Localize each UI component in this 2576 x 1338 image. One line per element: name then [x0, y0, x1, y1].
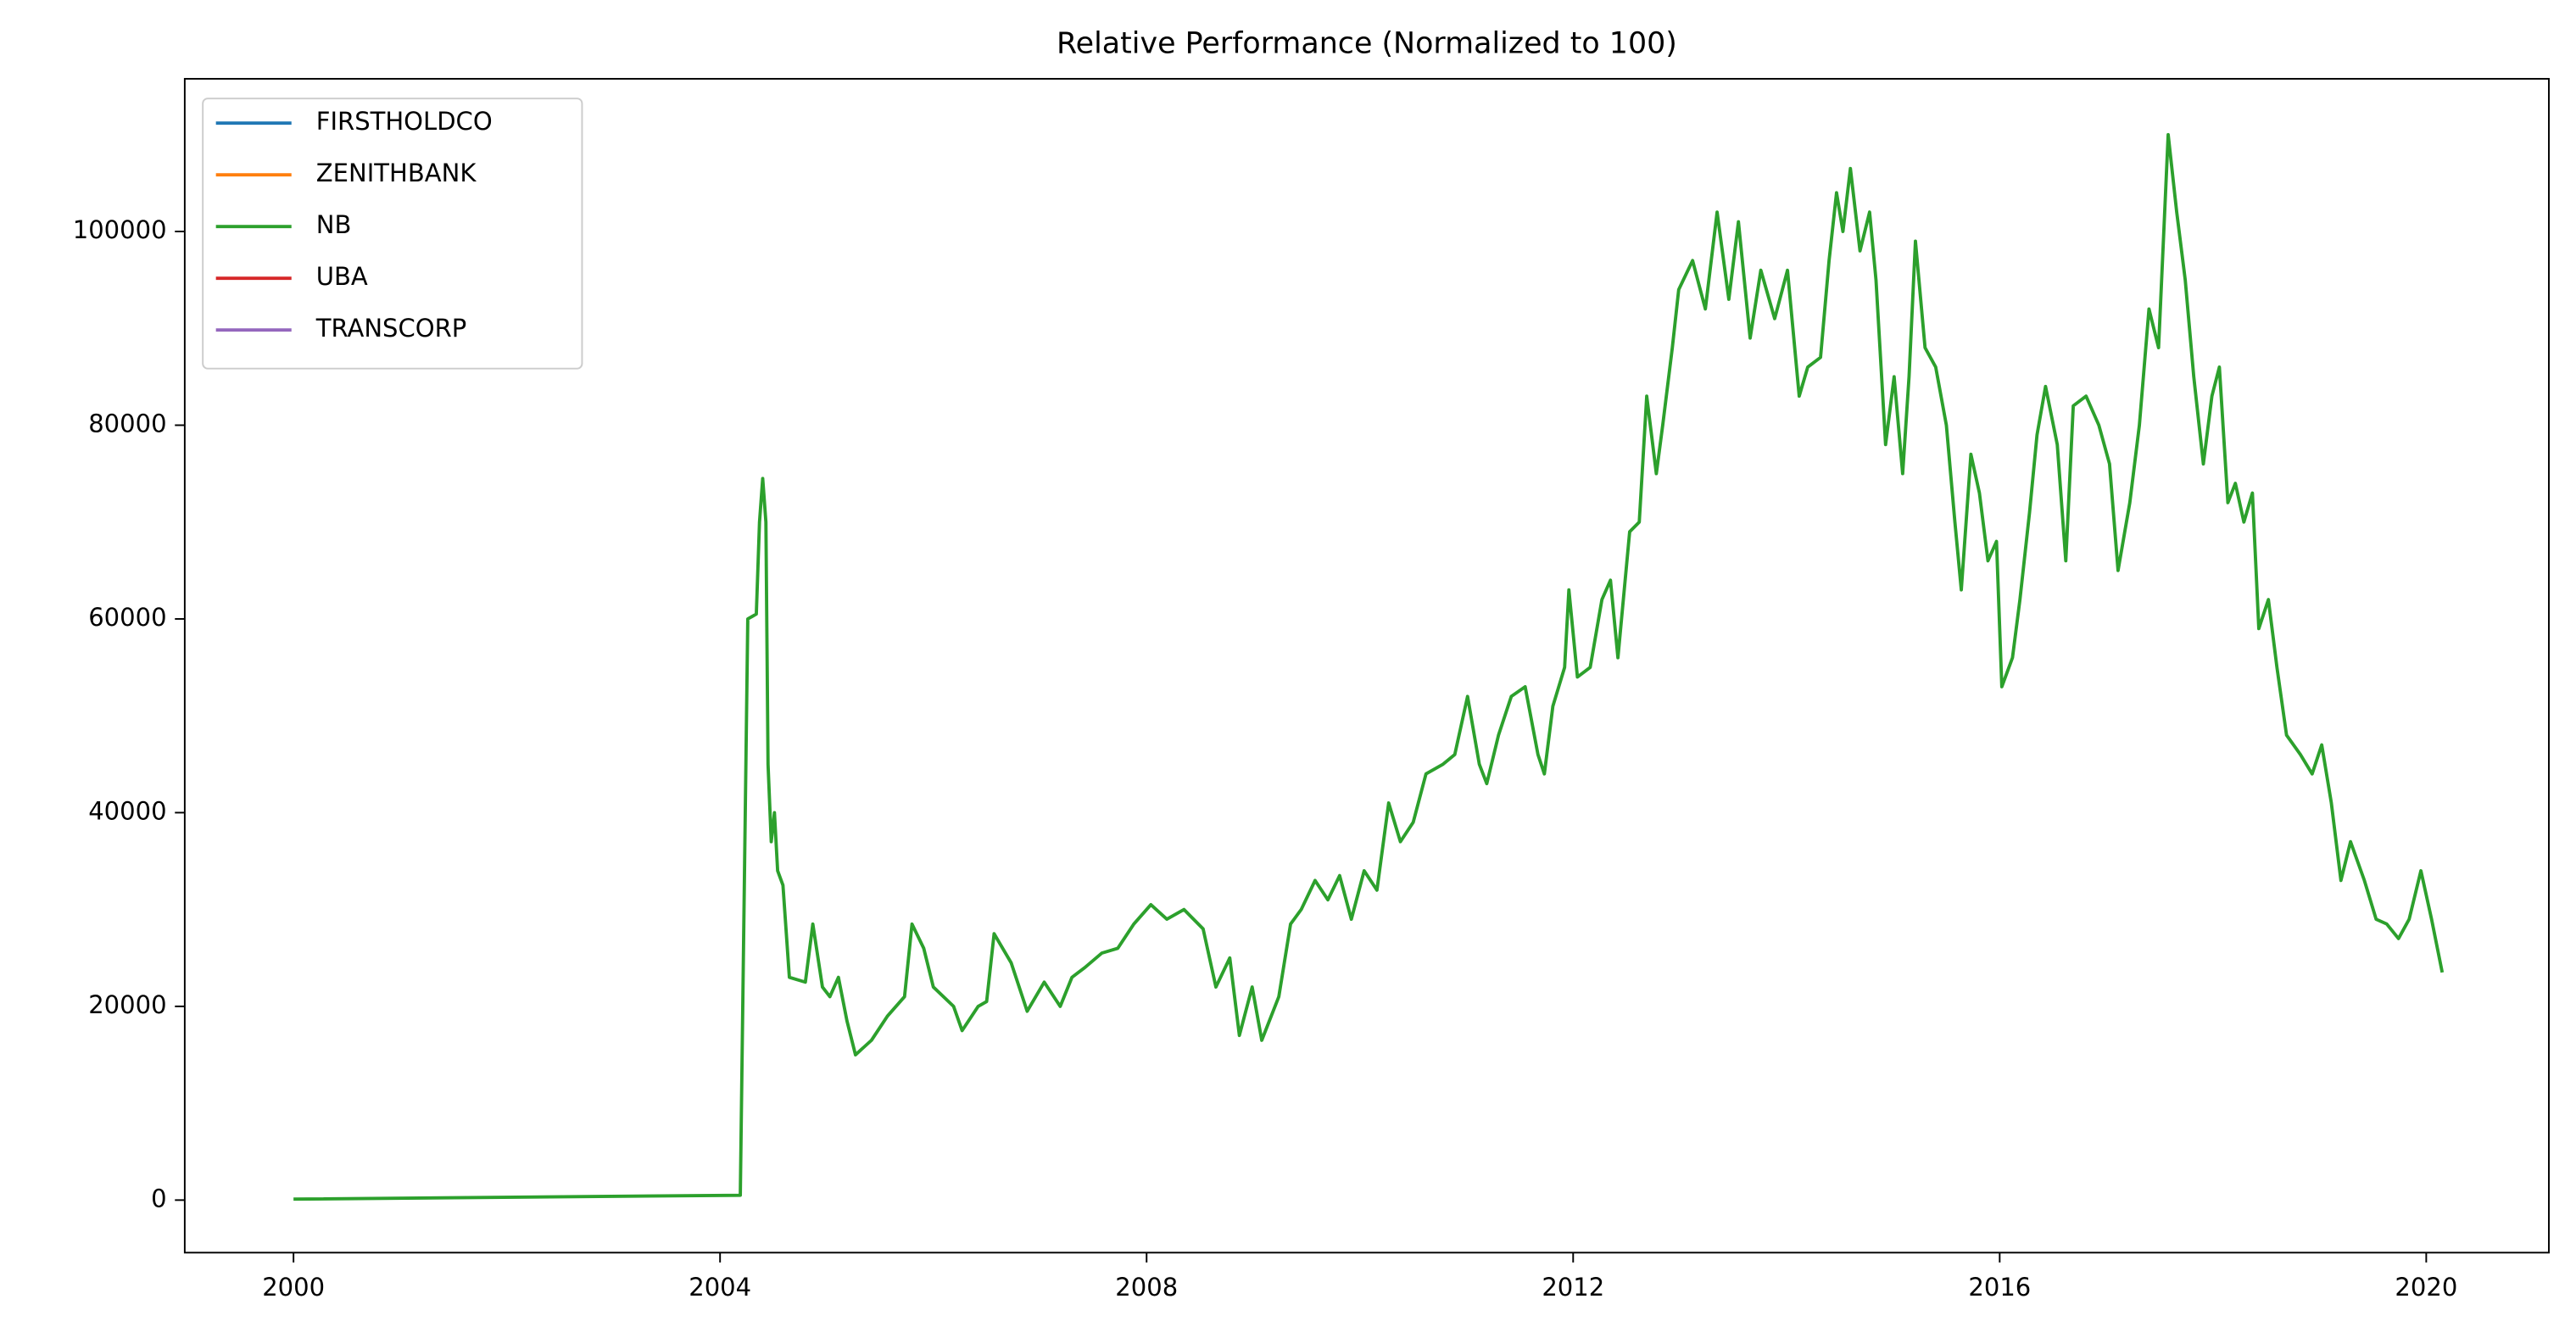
legend-label: NB [316, 210, 352, 239]
y-tick-label: 40000 [88, 796, 166, 825]
series-line [293, 132, 2445, 1201]
y-tick-label: 80000 [88, 409, 166, 438]
legend-label: TRANSCORP [315, 314, 467, 343]
y-tick-label: 60000 [88, 603, 166, 632]
legend-label: ZENITHBANK [316, 159, 477, 187]
x-tick-label: 2020 [2395, 1273, 2457, 1302]
y-tick-label: 0 [151, 1184, 166, 1213]
y-tick-label: 100000 [73, 215, 167, 244]
legend-label: UBA [316, 262, 368, 291]
chart-title: Relative Performance (Normalized to 100) [1057, 26, 1677, 60]
x-tick-label: 2012 [1542, 1273, 1604, 1302]
legend-label: FIRSTHOLDCO [316, 107, 493, 136]
x-tick-label: 2004 [689, 1273, 751, 1302]
plot-frame [183, 77, 2550, 1254]
x-tick-label: 2000 [262, 1273, 325, 1302]
y-tick-label: 20000 [88, 990, 166, 1019]
legend-box [202, 98, 583, 370]
x-tick-label: 2016 [1968, 1273, 2031, 1302]
x-tick-label: 2008 [1115, 1273, 1178, 1302]
